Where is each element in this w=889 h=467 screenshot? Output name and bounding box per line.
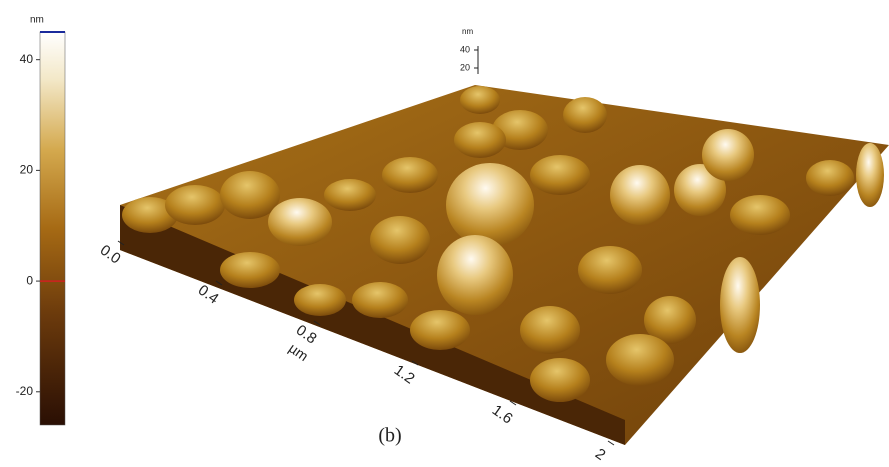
surface-grain [806,160,854,196]
z-axis-tick-label: 20 [460,62,470,72]
surface-grain [220,171,280,219]
surface-grain [720,257,760,353]
surface-grain [410,310,470,350]
colorbar-tick-label: 20 [20,163,34,177]
x-axis-tick-label: 0.0 [97,242,124,268]
surface-grain [324,179,376,211]
colorbar [40,32,65,425]
surface-grain [702,129,754,181]
surface-grain [856,143,884,207]
afm-figure: nm-2002040nm20400.00.40.81.21.62µm(b) [0,0,889,467]
surface-grain [370,216,430,264]
colorbar-tick-label: -20 [16,384,34,398]
colorbar-tick-label: 0 [26,273,33,287]
surface-grain [460,86,500,114]
surface-grain [165,185,225,225]
surface-grain [606,334,674,386]
surface-grain [454,122,506,158]
x-axis-tick [608,441,614,445]
z-axis-unit: nm [462,27,473,36]
x-axis-tick-label: 2 [592,445,609,464]
surface-grain [220,252,280,288]
surface-grain [563,97,607,133]
colorbar-tick-label: 40 [20,52,34,66]
surface-grain [530,358,590,402]
surface-grain [578,246,642,294]
surface-grain [530,155,590,195]
surface-grain [730,195,790,235]
surface-grain [446,163,534,247]
z-axis-tick-label: 40 [460,44,470,54]
surface-grain [352,282,408,318]
colorbar-unit: nm [30,15,44,26]
surface-grain [382,157,438,193]
surface-grain [520,306,580,354]
x-axis-tick-label: 1.6 [489,402,516,428]
x-axis-tick-label: 1.2 [391,362,418,388]
afm-surface [120,85,889,445]
surface-grain [268,198,332,246]
surface-grain [610,165,670,225]
surface-grain [437,235,513,315]
surface-grain [294,284,346,316]
panel-label: (b) [378,425,401,447]
